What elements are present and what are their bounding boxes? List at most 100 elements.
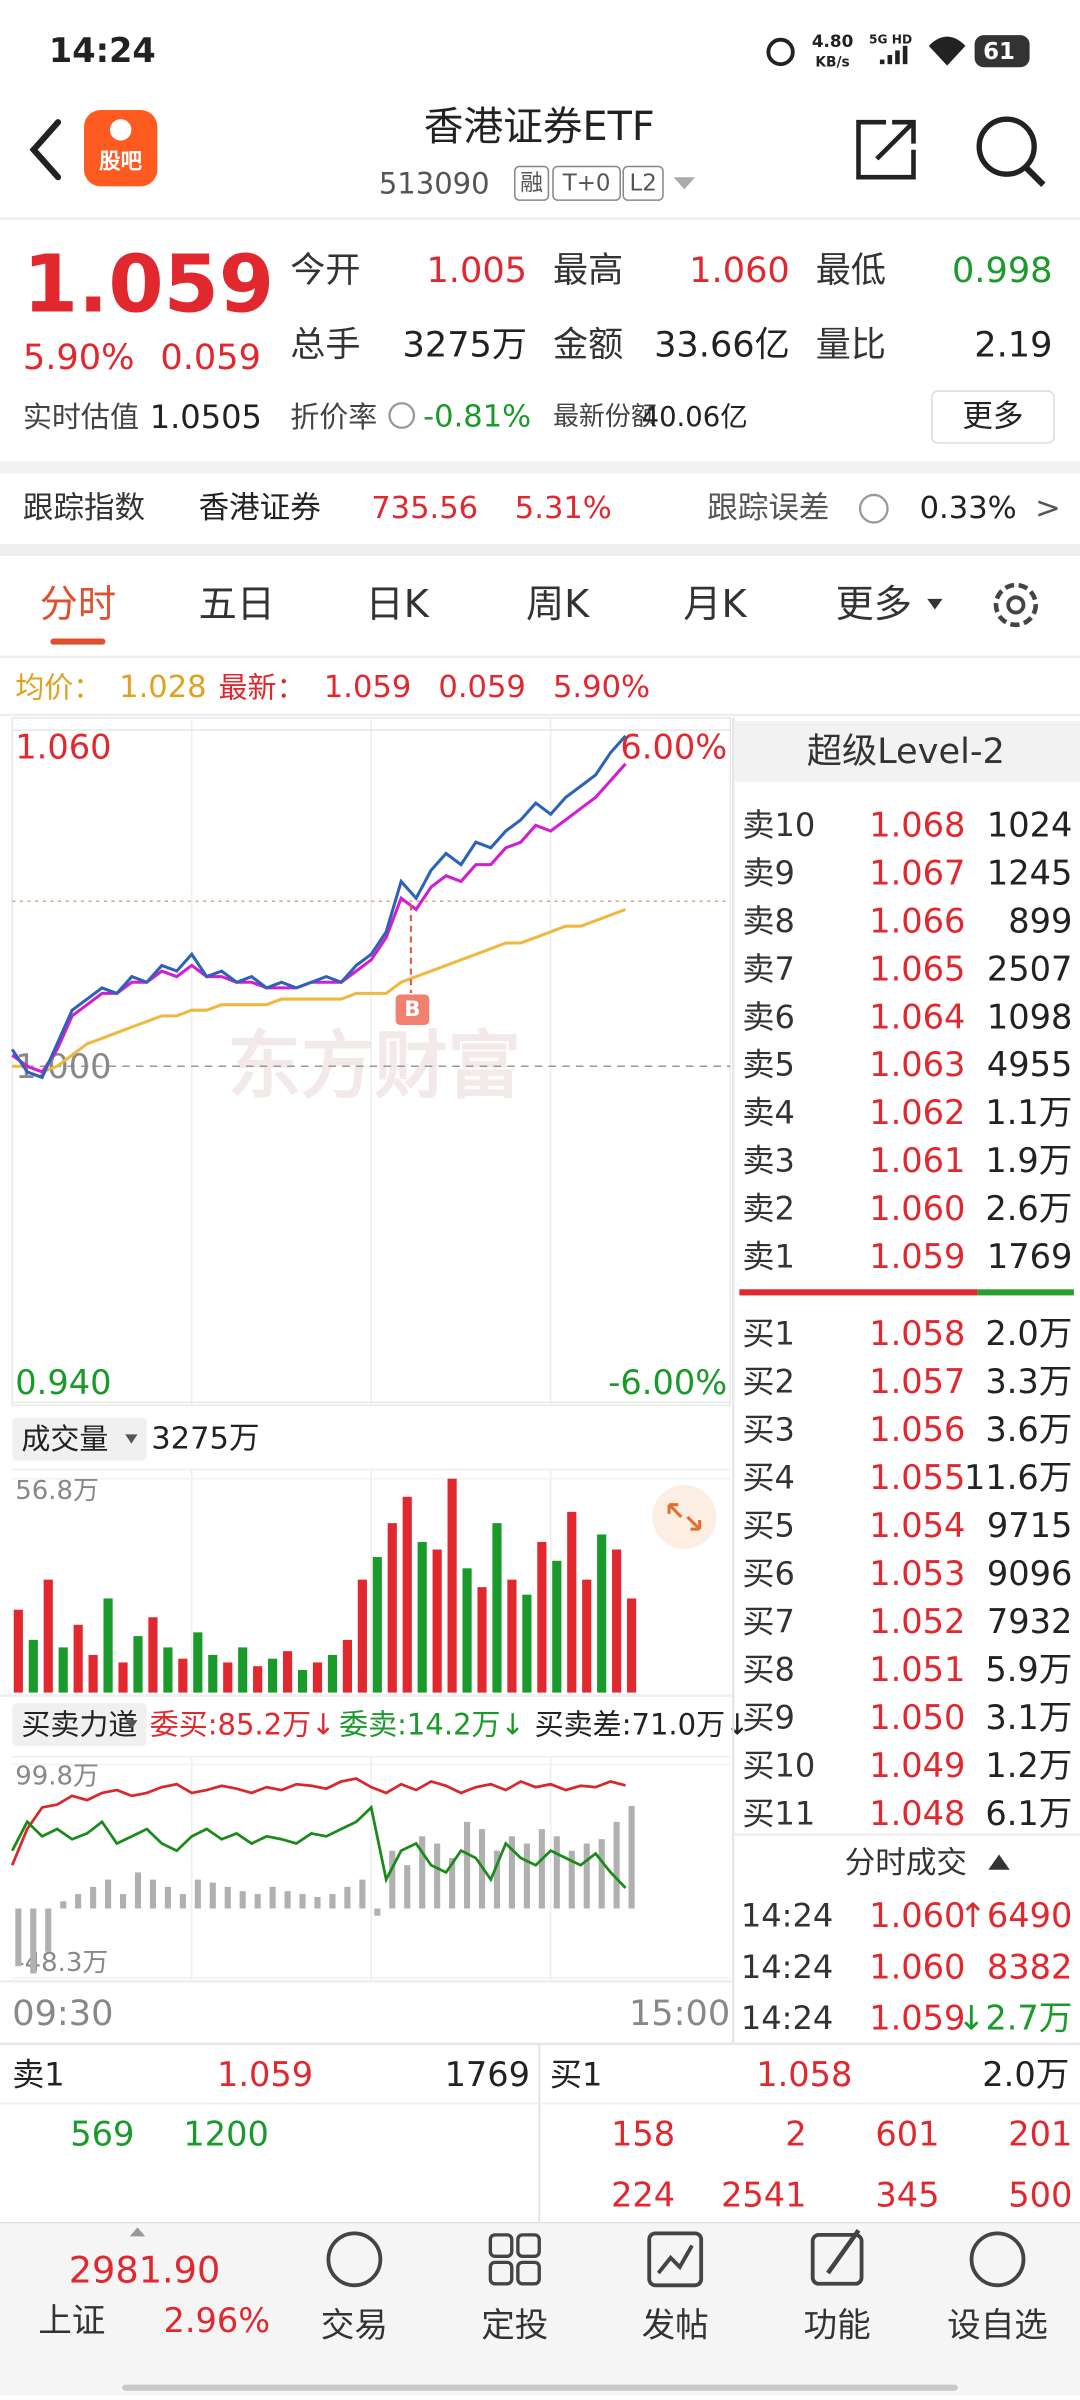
bid-queue: 2 [785,2115,806,2154]
force-bar [179,1894,186,1909]
field-value: 33.66亿 [654,325,790,366]
tab[interactable]: 周K [526,583,590,627]
nav-icon [969,2231,1026,2288]
ask-volume: 1.9万 [985,1141,1072,1180]
field-value: 1.060 [689,250,790,291]
bid-label: 买10 [742,1746,815,1784]
force-bar [329,1894,336,1909]
force-bar [119,1894,127,1909]
y-tick-label: 0.940 [15,1363,111,1402]
ask-price: 1.068 [869,805,965,844]
nav-item[interactable]: 功能 [804,2306,871,2345]
tracking-arrow[interactable]: > [1035,491,1061,526]
nav-item[interactable]: 定投 [481,2306,548,2345]
app-badge-text[interactable]: 股吧 [99,149,142,174]
ask-label: 卖8 [742,902,794,940]
force-bar [194,1879,201,1909]
ask-price: 1.061 [869,1141,965,1180]
volume-bar [567,1511,577,1693]
ratio-bar-ask [977,1289,1074,1296]
search-button[interactable] [976,116,1037,177]
index-pct[interactable]: 2.96% [163,2301,270,2340]
tab-more-triangle [927,598,943,610]
menu-triangle [673,177,696,190]
nav-icon [647,2231,704,2288]
back-button[interactable] [29,119,62,181]
ask-volume: 4955 [987,1045,1073,1084]
ask-label: 卖4 [742,1094,794,1132]
tag: L2 [629,170,656,196]
ask-price: 1.067 [869,853,965,892]
force-selector[interactable] [12,1703,147,1747]
volume-selector[interactable] [12,1417,147,1461]
nav-icon [810,2232,864,2286]
nav-item[interactable]: 设自选 [947,2306,1048,2345]
force-title[interactable]: 买卖力道 [21,1708,137,1742]
tab[interactable]: 日K [366,583,430,627]
tab[interactable]: 月K [683,583,747,627]
nav-icon [326,2231,383,2288]
settings-core [1006,595,1026,615]
bid-label: 买3 [742,1411,794,1449]
force-bar [299,1894,306,1909]
ask-volume: 2.6万 [985,1189,1072,1228]
nav-item[interactable]: 交易 [321,2306,388,2345]
trade-time: 14:24 [741,1999,833,2037]
force-bar [149,1879,157,1909]
y2-tick-label: -6.00% [608,1363,727,1402]
level2-header [734,721,1080,783]
app-badge[interactable] [84,109,158,187]
nav-icon [516,2233,541,2258]
volume-bar [417,1541,427,1693]
ask-queue: 569 [70,2115,134,2154]
volume-bar [43,1579,53,1693]
force-bar [553,1836,560,1909]
settings-button[interactable] [993,582,1039,628]
force-bar [239,1891,246,1909]
expand-button[interactable] [652,1484,717,1549]
volume-bar [28,1639,38,1693]
index-value[interactable]: 2981.90 [69,2249,221,2292]
volume-bar [297,1669,308,1693]
ask-label: 卖7 [742,950,794,988]
bid-queue: 345 [875,2176,939,2215]
volume-total: 3275万 [151,1421,259,1456]
volume-title[interactable]: 成交量 [21,1422,108,1456]
force-line [11,1804,627,1889]
more-button[interactable] [931,390,1055,444]
volume-bar [327,1654,338,1693]
tracking-label: 跟踪指数 [23,491,145,526]
force-bar [284,1891,291,1909]
force-bar [464,1821,471,1909]
nav-icon [488,2260,514,2286]
ask-price: 1.065 [869,949,965,988]
index-name[interactable]: 上证 [38,2301,105,2340]
bid-volume: 1.2万 [985,1746,1072,1785]
last-value: 1.059 [324,670,411,705]
force-bar [419,1836,426,1909]
bid-queue: 201 [1008,2115,1072,2154]
volume-bar [223,1662,233,1693]
tab[interactable]: 分时 [40,583,116,627]
alarm-icon [766,37,795,67]
share-button[interactable] [856,119,916,180]
bid-queue: 224 [611,2176,675,2215]
avg-value: 1.028 [119,670,206,705]
help-icon [858,493,889,524]
tag-box [552,165,621,201]
last-change: 0.059 [438,670,525,705]
volume-bar [13,1609,23,1693]
volume-bar [552,1560,562,1693]
tab[interactable]: 五日 [199,583,275,627]
ask-price: 1.059 [217,2055,313,2094]
trade-volume: ↓2.7万 [957,1998,1072,2037]
signal-bar [902,45,908,65]
more-button-text[interactable]: 更多 [962,400,1023,435]
field-label: 总手 [290,325,360,366]
force-bar [60,1901,67,1909]
network-type: 5G HD [869,33,912,47]
tab[interactable]: 更多 [836,583,912,627]
trades-title[interactable]: 分时成交 [845,1846,967,1881]
force-bar [598,1839,605,1909]
nav-item[interactable]: 发帖 [642,2306,709,2345]
